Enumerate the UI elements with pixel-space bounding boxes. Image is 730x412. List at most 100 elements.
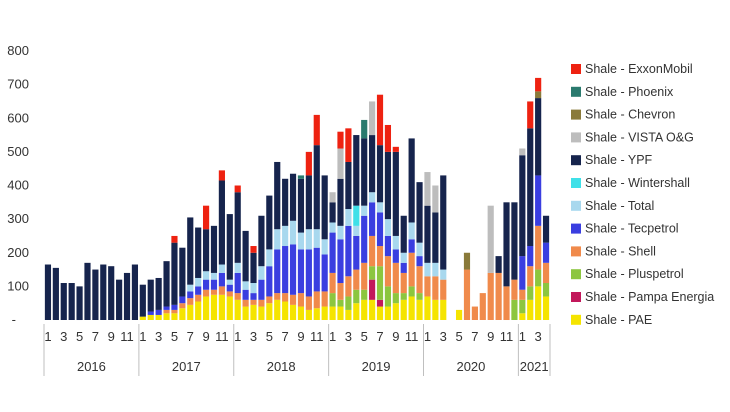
bar-segment — [519, 148, 526, 156]
bar-segment — [376, 94, 384, 146]
bar-segment — [171, 309, 178, 314]
bar-segment — [392, 146, 399, 152]
bar-segment — [234, 299, 241, 320]
bar-segment — [535, 175, 542, 226]
bar-segment — [345, 296, 352, 310]
x-tick-label: 1 — [519, 329, 526, 344]
bar-segment — [329, 272, 336, 294]
bar-segment — [210, 272, 218, 280]
bar-segment — [416, 299, 423, 320]
bar-stack — [416, 182, 423, 320]
bar-segment — [195, 227, 202, 278]
bar-segment — [250, 299, 257, 305]
x-tick-label: 3 — [60, 329, 67, 344]
bar-segment — [123, 272, 131, 320]
bar-stacks — [44, 77, 550, 321]
x-tick-label: 1 — [424, 329, 431, 344]
legend-label: Shale - Chevron — [585, 108, 675, 122]
bar-segment — [179, 303, 186, 309]
bar-segment — [242, 281, 249, 290]
bar-segment — [250, 252, 257, 284]
bar-segment — [195, 286, 202, 295]
bar-segment — [353, 303, 360, 320]
bar-segment — [258, 215, 265, 267]
bar-stack — [226, 214, 233, 320]
bar-segment — [353, 235, 360, 270]
bar-segment — [147, 279, 154, 312]
bar-segment — [337, 283, 344, 300]
bar-segment — [535, 225, 542, 270]
bar-stack — [535, 77, 542, 321]
bar-segment — [353, 205, 360, 226]
bar-stack — [345, 128, 352, 320]
bar-segment — [226, 296, 233, 320]
bar-segment — [210, 225, 218, 273]
bar-segment — [116, 279, 123, 320]
bar-segment — [542, 283, 550, 297]
x-tick-label: 3 — [250, 329, 257, 344]
bar-segment — [289, 220, 297, 245]
y-tick-label: 400 — [7, 178, 29, 193]
bar-segment — [384, 306, 392, 320]
bar-segment — [187, 304, 194, 320]
bar-stack — [187, 217, 194, 320]
bar-stack — [163, 261, 170, 320]
x-tick-label: 9 — [487, 329, 494, 344]
bar-segment — [321, 254, 328, 292]
bar-segment — [376, 246, 384, 267]
legend-label: Shale - ExxonMobil — [585, 62, 693, 76]
bar-segment — [361, 138, 368, 206]
bar-segment — [305, 249, 312, 297]
bar-segment — [361, 289, 368, 300]
x-tick-label: 7 — [376, 329, 383, 344]
year-label: 2021 — [520, 359, 549, 374]
bar-segment — [479, 293, 486, 320]
bar-segment — [195, 301, 202, 320]
bar-stack — [289, 173, 297, 320]
bar-segment — [163, 309, 170, 314]
bar-segment — [369, 266, 376, 280]
bar-segment — [392, 293, 399, 304]
bar-stack — [131, 264, 139, 320]
bar-segment — [369, 192, 376, 203]
bar-segment — [282, 246, 289, 294]
legend-item: Shale - Shell — [571, 244, 656, 258]
bar-stack — [123, 272, 131, 320]
x-tick-label: 1 — [139, 329, 146, 344]
bar-segment — [353, 225, 360, 236]
bar-segment — [400, 293, 407, 300]
x-tick-label: 11 — [405, 329, 419, 344]
bar-segment — [226, 284, 233, 292]
bar-segment — [329, 202, 336, 223]
bar-segment — [487, 272, 494, 320]
bar-segment — [535, 269, 542, 287]
bar-segment — [289, 173, 297, 221]
bar-segment — [242, 299, 249, 307]
x-tick-label: 11 — [215, 329, 229, 344]
bar-segment — [511, 279, 518, 300]
bar-segment — [345, 161, 352, 210]
bar-segment — [76, 286, 83, 321]
bar-segment — [305, 175, 312, 230]
bar-segment — [266, 195, 273, 250]
bar-segment — [535, 91, 542, 99]
bar-segment — [282, 225, 289, 247]
legend-swatch — [571, 292, 581, 302]
legend-swatch — [571, 109, 581, 120]
bar-segment — [242, 230, 249, 282]
bar-stack — [432, 185, 439, 320]
bar-segment — [495, 272, 502, 320]
bar-segment — [218, 180, 225, 265]
bar-segment — [234, 293, 241, 300]
bar-segment — [52, 267, 59, 320]
bar-stack — [400, 215, 407, 320]
bar-segment — [455, 309, 463, 320]
bar-stack — [369, 101, 376, 320]
bar-segment — [155, 277, 162, 310]
legend-label: Shale - YPF — [585, 153, 653, 167]
bar-segment — [535, 77, 542, 92]
bar-segment — [416, 182, 423, 243]
bar-segment — [416, 242, 423, 257]
x-tick-label: 9 — [297, 329, 304, 344]
legend-label: Shale - VISTA O&G — [585, 130, 694, 144]
